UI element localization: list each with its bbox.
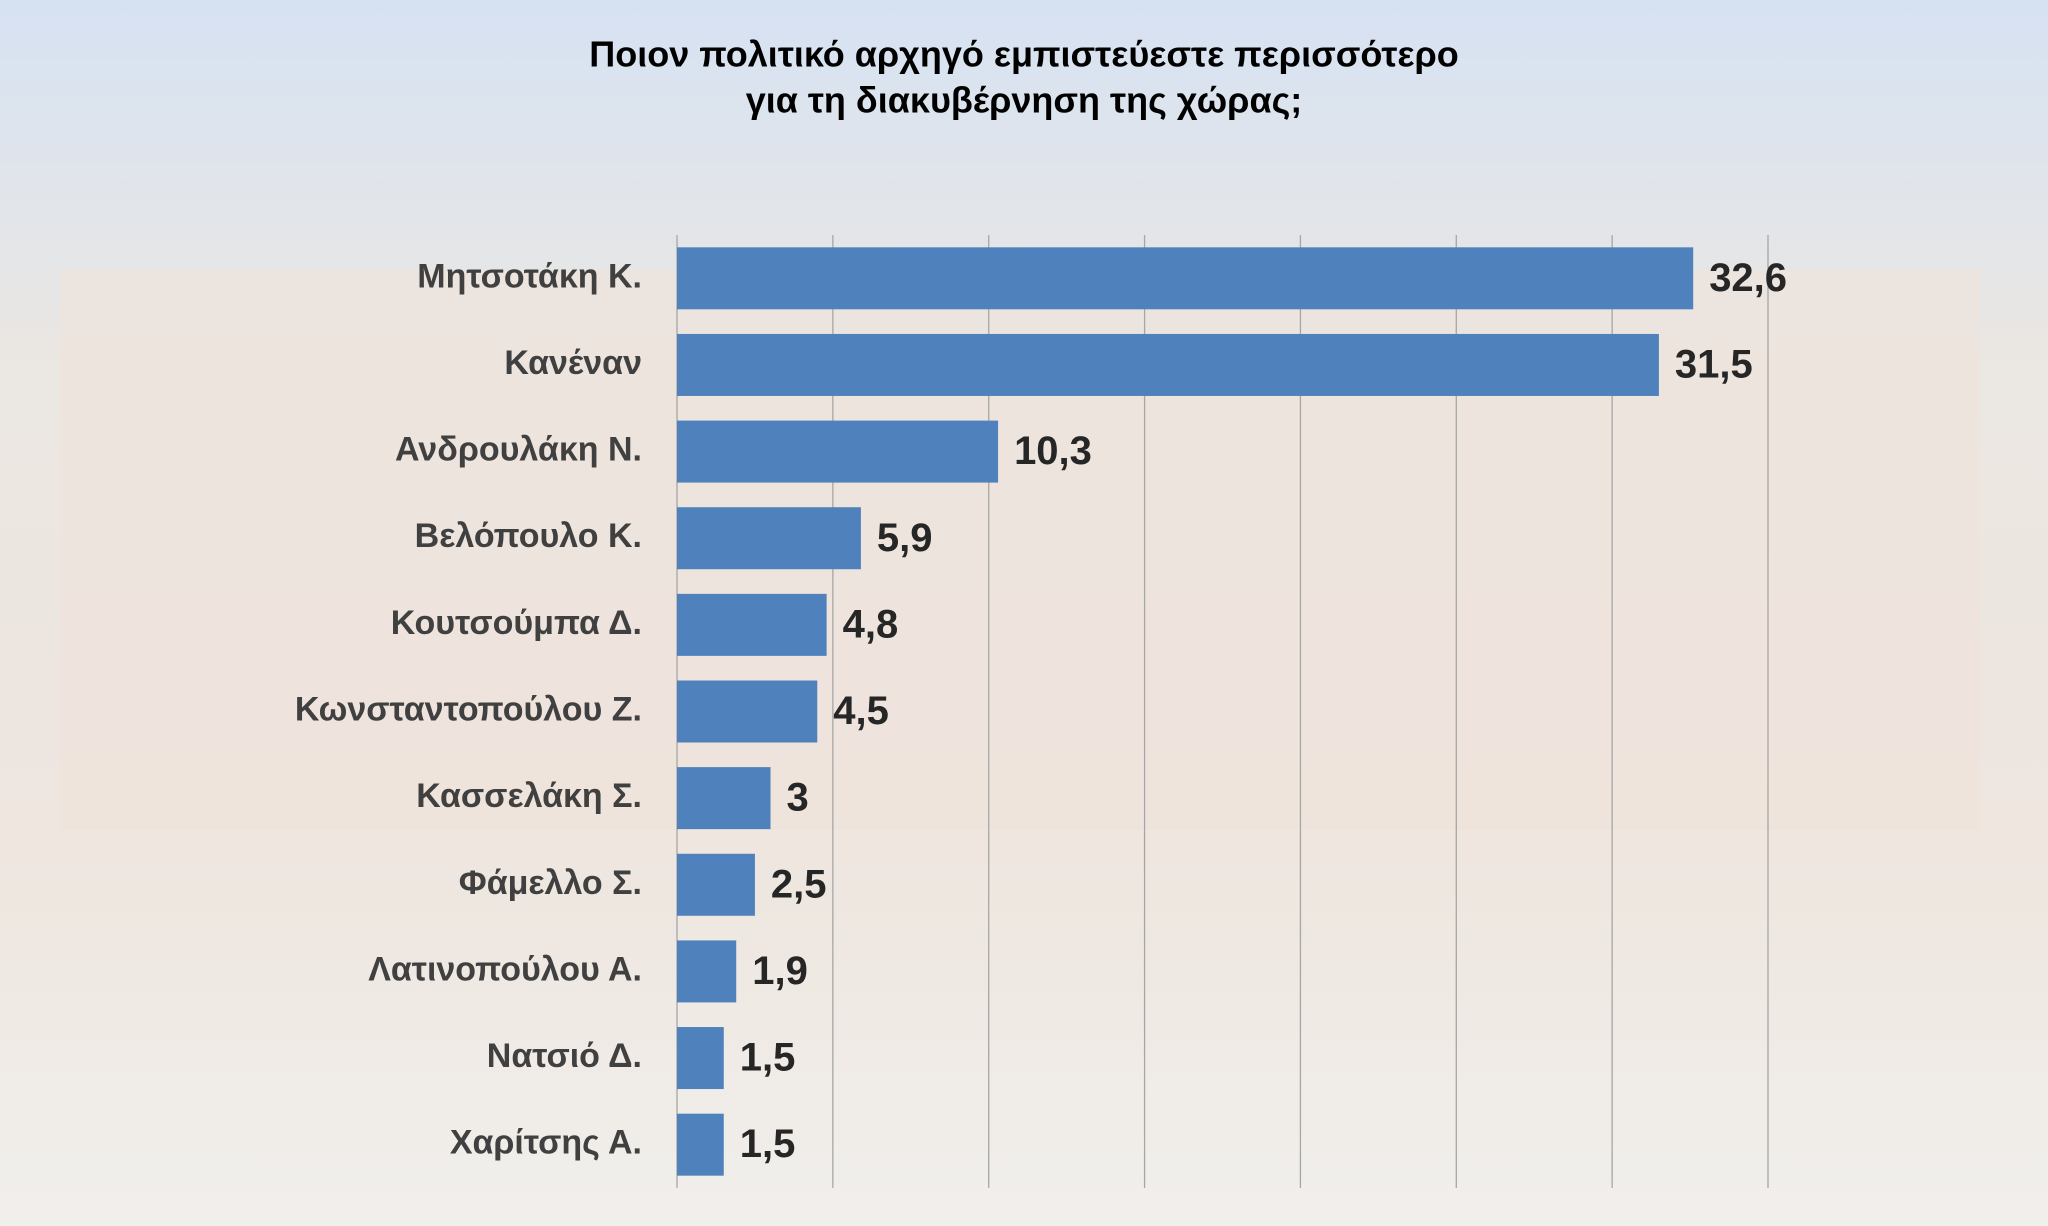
value-label: 1,9 <box>752 949 808 993</box>
category-label: Χαρίτσης Α. <box>450 1124 642 1162</box>
bar <box>677 333 1659 396</box>
value-label: 2,5 <box>771 862 827 906</box>
bar <box>677 593 827 656</box>
category-label: Κουτσούμπα Δ. <box>391 604 642 642</box>
bar <box>677 420 999 483</box>
bar <box>677 680 818 743</box>
value-label: 32,6 <box>1709 256 1787 300</box>
bar <box>677 507 861 570</box>
bar <box>677 853 755 916</box>
bar <box>677 1027 724 1090</box>
chart-title: για τη διακυβέρνηση της χώρας; <box>746 80 1303 121</box>
category-label: Κανέναν <box>504 344 642 382</box>
value-label: 10,3 <box>1014 429 1092 473</box>
value-label: 3 <box>787 776 809 820</box>
value-label: 31,5 <box>1675 343 1753 387</box>
value-label: 4,8 <box>843 602 899 646</box>
bar <box>677 767 771 830</box>
value-label: 4,5 <box>833 689 889 733</box>
category-label: Μητσοτάκη Κ. <box>417 257 642 295</box>
bar <box>677 940 737 1003</box>
category-label: Κασσελάκη Σ. <box>416 777 642 815</box>
category-label: Κωνσταντοπούλου Ζ. <box>295 690 642 728</box>
value-label: 1,5 <box>740 1122 796 1166</box>
bar <box>677 247 1694 310</box>
category-label: Ανδρουλάκη Ν. <box>395 431 642 469</box>
category-label: Λατινοπούλου Α. <box>368 950 642 988</box>
chart-title: Ποιον πολιτικό αρχηγό εμπιστεύεστε περισ… <box>589 34 1459 75</box>
bar <box>677 1113 724 1176</box>
value-label: 1,5 <box>740 1036 796 1080</box>
category-label: Νατσιό Δ. <box>487 1037 642 1075</box>
value-label: 5,9 <box>877 516 933 560</box>
category-label: Φάμελλο Σ. <box>459 864 642 902</box>
category-label: Βελόπουλο Κ. <box>415 517 642 555</box>
